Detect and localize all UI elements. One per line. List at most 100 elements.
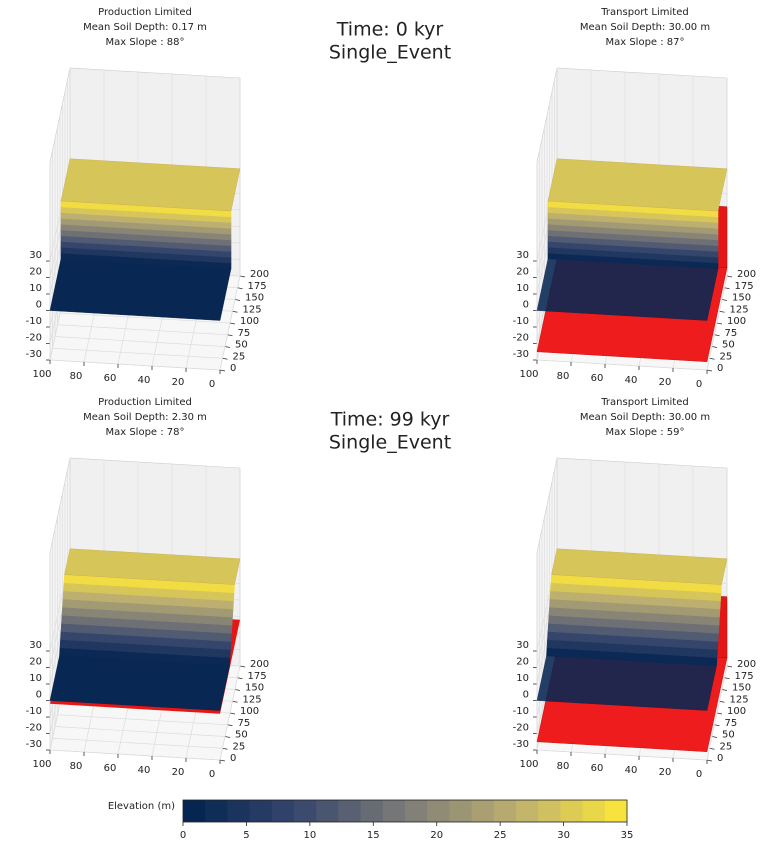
z-tick-label: -20 <box>513 333 529 344</box>
z-tick-label: 0 <box>36 300 42 311</box>
y-tick <box>727 666 732 667</box>
colorbar-band <box>383 800 406 822</box>
colorbar-tick-label: 20 <box>430 830 443 841</box>
y-tick <box>707 760 712 761</box>
y-tick <box>228 725 233 726</box>
z-tick-label: 30 <box>29 640 42 651</box>
y-tick <box>717 323 722 324</box>
y-tick-label: 25 <box>720 351 733 362</box>
x-tick-label: 20 <box>172 377 185 388</box>
colorbar-tick-label: 35 <box>621 830 634 841</box>
z-tick-label: 30 <box>516 640 529 651</box>
z-tick-label: 10 <box>516 283 529 294</box>
x-tick-label: 100 <box>519 759 538 770</box>
x-tick-label: 80 <box>70 371 83 382</box>
z-tick-label: 0 <box>523 300 529 311</box>
y-tick <box>720 701 725 702</box>
figure: Time: 0 kyrSingle_EventProduction Limite… <box>0 0 781 843</box>
y-tick-label: 200 <box>250 269 269 280</box>
y-tick <box>722 690 727 691</box>
surface-low <box>50 259 231 321</box>
surface-low <box>537 259 718 321</box>
z-tick-label: -30 <box>26 739 42 750</box>
y-tick <box>233 701 238 702</box>
y-tick-label: 0 <box>717 753 723 764</box>
z-tick-label: -30 <box>26 349 42 360</box>
plot-title: Max Slope : 59° <box>605 427 684 438</box>
z-tick-label: 30 <box>29 250 42 261</box>
y-tick-label: 0 <box>230 753 236 764</box>
x-tick-label: 80 <box>557 761 570 772</box>
colorbar-band <box>361 800 384 822</box>
row-title: Time: 0 kyr <box>336 19 444 41</box>
y-tick <box>220 370 225 371</box>
row-title: Single_Event <box>329 42 451 64</box>
y-tick <box>715 725 720 726</box>
z-tick-label: -20 <box>513 723 529 734</box>
colorbar-band <box>560 800 583 822</box>
plot-title: Mean Soil Depth: 0.17 m <box>83 22 207 33</box>
z-tick-label: 20 <box>29 657 42 668</box>
x-tick-label: 0 <box>209 769 215 780</box>
x-tick-label: 40 <box>625 375 638 386</box>
plot-title: Max Slope : 87° <box>605 37 684 48</box>
y-tick-label: 50 <box>235 340 248 351</box>
y-tick-label: 75 <box>238 328 251 339</box>
x-tick-label: 40 <box>138 765 151 776</box>
colorbar-band <box>472 800 495 822</box>
plot-title: Mean Soil Depth: 30.00 m <box>580 22 710 33</box>
z-tick-label: -10 <box>26 706 42 717</box>
y-tick <box>235 300 240 301</box>
y-tick <box>225 347 230 348</box>
z-tick-label: 30 <box>516 250 529 261</box>
z-tick-label: 20 <box>516 267 529 278</box>
y-tick-label: 100 <box>727 706 746 717</box>
colorbar-band <box>427 800 450 822</box>
y-tick <box>710 358 715 359</box>
z-tick-label: -10 <box>513 706 529 717</box>
z-tick-label: -10 <box>26 316 42 327</box>
plot-title: Max Slope : 78° <box>105 427 184 438</box>
y-tick-label: 150 <box>732 293 751 304</box>
z-tick-label: 20 <box>29 267 42 278</box>
plot-title: Max Slope : 88° <box>105 37 184 48</box>
y-tick-label: 175 <box>735 281 754 292</box>
y-tick-label: 50 <box>235 730 248 741</box>
z-tick-label: 0 <box>523 690 529 701</box>
colorbar-band <box>449 800 472 822</box>
y-tick <box>727 276 732 277</box>
y-tick <box>228 335 233 336</box>
z-tick-label: -10 <box>513 316 529 327</box>
colorbar-band <box>205 800 228 822</box>
y-tick-label: 75 <box>238 718 251 729</box>
y-tick-label: 125 <box>730 694 749 705</box>
y-tick-label: 25 <box>233 351 246 362</box>
y-tick <box>238 678 243 679</box>
y-tick-label: 25 <box>233 741 246 752</box>
y-tick-label: 200 <box>737 659 756 670</box>
colorbar-band <box>294 800 317 822</box>
plot-title: Mean Soil Depth: 2.30 m <box>83 412 207 423</box>
colorbar-tick-label: 10 <box>303 830 316 841</box>
x-tick-label: 20 <box>659 767 672 778</box>
colorbar-band <box>538 800 561 822</box>
y-tick-label: 25 <box>720 741 733 752</box>
y-tick <box>240 276 245 277</box>
y-tick-label: 100 <box>727 316 746 327</box>
plot-title: Transport Limited <box>600 397 688 408</box>
y-tick <box>240 666 245 667</box>
x-tick-label: 80 <box>557 371 570 382</box>
y-tick-label: 200 <box>250 659 269 670</box>
x-tick-label: 60 <box>591 763 604 774</box>
y-tick-label: 150 <box>732 683 751 694</box>
y-tick <box>220 760 225 761</box>
x-tick-label: 60 <box>591 373 604 384</box>
colorbar-tick-label: 25 <box>494 830 507 841</box>
y-tick <box>725 288 730 289</box>
z-tick-label: -30 <box>513 739 529 750</box>
y-tick-label: 175 <box>248 671 267 682</box>
y-tick-label: 50 <box>722 340 735 351</box>
colorbar-band <box>227 800 250 822</box>
colorbar-tick-label: 15 <box>367 830 380 841</box>
